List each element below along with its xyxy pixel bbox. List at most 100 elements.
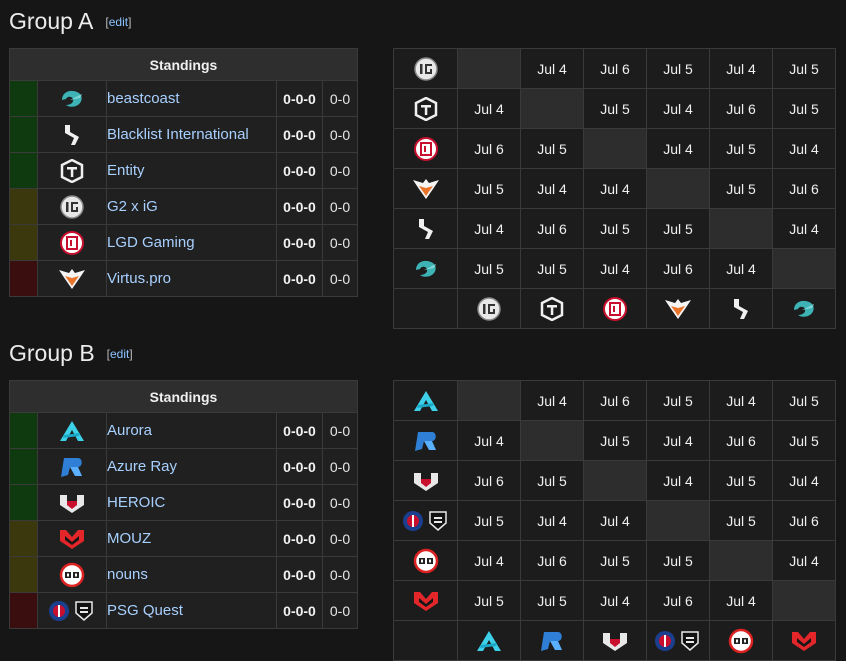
match-date-cell: Jul 5 bbox=[583, 420, 647, 461]
matrix-diagonal-cell bbox=[520, 88, 584, 129]
group-a-heading: Group A [edit] bbox=[9, 8, 132, 34]
match-date-cell: Jul 4 bbox=[457, 208, 521, 249]
team-record: 0-0-0 bbox=[276, 224, 323, 261]
team-score: 0-0 bbox=[322, 412, 358, 449]
team-link[interactable]: PSG Quest bbox=[107, 602, 183, 619]
team-link[interactable]: MOUZ bbox=[107, 530, 152, 547]
match-date-cell: Jul 4 bbox=[709, 48, 773, 89]
matrix-row: Jul 5 Jul 4 Jul 4 Jul 5 Jul 6 bbox=[393, 500, 836, 541]
g2-ig-logo-icon bbox=[59, 194, 85, 220]
standings-row: HEROIC 0-0-0 0-0 bbox=[9, 484, 358, 521]
mouz-logo-icon bbox=[412, 589, 440, 613]
match-date-cell: Jul 5 bbox=[709, 128, 773, 169]
team-link[interactable]: Azure Ray bbox=[107, 458, 178, 475]
team-link[interactable]: G2 x iG bbox=[107, 198, 158, 215]
match-date-cell: Jul 4 bbox=[520, 380, 584, 421]
matrix-row: Jul 4 Jul 6 Jul 5 Jul 5 Jul 4 bbox=[393, 540, 836, 581]
matrix-diagonal-cell bbox=[457, 380, 521, 421]
nouns-logo-icon bbox=[728, 628, 754, 654]
team-link[interactable]: Virtus.pro bbox=[107, 270, 171, 287]
matrix-row: Jul 5 Jul 5 Jul 4 Jul 6 Jul 4 bbox=[393, 248, 836, 289]
matrix-diagonal-cell bbox=[646, 168, 710, 209]
match-date-cell: Jul 4 bbox=[646, 128, 710, 169]
match-date-cell: Jul 4 bbox=[772, 128, 836, 169]
lgd-logo-icon bbox=[602, 296, 628, 322]
nouns-logo-icon bbox=[59, 562, 85, 588]
match-date-cell: Jul 5 bbox=[583, 208, 647, 249]
standings-row: Virtus.pro 0-0-0 0-0 bbox=[9, 260, 358, 297]
match-date-cell: Jul 6 bbox=[520, 540, 584, 581]
standings-row: PSG Quest 0-0-0 0-0 bbox=[9, 592, 358, 629]
matrix-row: Jul 5 Jul 5 Jul 4 Jul 6 Jul 4 bbox=[393, 580, 836, 621]
team-record: 0-0-0 bbox=[276, 152, 323, 189]
mouz-logo-icon bbox=[58, 527, 86, 551]
matrix-diagonal-cell bbox=[583, 128, 647, 169]
group-a-edit-link[interactable]: edit bbox=[108, 15, 129, 29]
match-date-cell: Jul 6 bbox=[709, 420, 773, 461]
standings-row: Azure Ray 0-0-0 0-0 bbox=[9, 448, 358, 485]
match-date-cell: Jul 4 bbox=[520, 168, 584, 209]
match-date-cell: Jul 5 bbox=[520, 128, 584, 169]
psg-quest-logo-icon bbox=[48, 599, 96, 623]
team-link[interactable]: Entity bbox=[107, 162, 145, 179]
team-record: 0-0-0 bbox=[276, 484, 323, 521]
match-date-cell: Jul 4 bbox=[772, 208, 836, 249]
matrix-diagonal-cell bbox=[646, 500, 710, 541]
match-date-cell: Jul 4 bbox=[583, 248, 647, 289]
aurora-logo-icon bbox=[58, 419, 86, 443]
nouns-logo-icon bbox=[413, 548, 439, 574]
match-date-cell: Jul 6 bbox=[709, 88, 773, 129]
status-color-cell bbox=[9, 556, 38, 593]
standings-header: Standings bbox=[9, 380, 358, 413]
entity-logo-icon bbox=[60, 158, 84, 183]
standings-row: beastcoast 0-0-0 0-0 bbox=[9, 80, 358, 117]
mouz-logo-icon bbox=[790, 629, 818, 653]
match-date-cell: Jul 5 bbox=[772, 88, 836, 129]
match-date-cell: Jul 5 bbox=[646, 208, 710, 249]
matrix-diagonal-cell bbox=[583, 460, 647, 501]
matrix-row: Jul 4 Jul 5 Jul 4 Jul 6 Jul 5 bbox=[393, 420, 836, 461]
match-date-cell: Jul 4 bbox=[520, 500, 584, 541]
team-link[interactable]: LGD Gaming bbox=[107, 234, 195, 251]
azure-ray-logo-icon bbox=[412, 429, 440, 453]
team-score: 0-0 bbox=[322, 260, 358, 297]
match-date-cell: Jul 5 bbox=[646, 540, 710, 581]
status-color-cell bbox=[9, 80, 38, 117]
team-record: 0-0-0 bbox=[276, 448, 323, 485]
team-link[interactable]: nouns bbox=[107, 566, 148, 583]
match-date-cell: Jul 6 bbox=[520, 208, 584, 249]
matrix-diagonal-cell bbox=[520, 420, 584, 461]
match-date-cell: Jul 4 bbox=[646, 88, 710, 129]
group-b-heading: Group B [edit] bbox=[9, 340, 133, 366]
matrix-row: Jul 6 Jul 5 Jul 4 Jul 5 Jul 4 bbox=[393, 460, 836, 501]
match-date-cell: Jul 5 bbox=[457, 168, 521, 209]
standings-row: Aurora 0-0-0 0-0 bbox=[9, 412, 358, 449]
matrix-diagonal-cell bbox=[457, 48, 521, 89]
team-link[interactable]: Aurora bbox=[107, 422, 153, 439]
g2-ig-logo-icon bbox=[413, 56, 439, 82]
matrix-row: Jul 6 Jul 5 Jul 4 Jul 5 Jul 4 bbox=[393, 128, 836, 169]
status-color-cell bbox=[9, 116, 38, 153]
match-date-cell: Jul 4 bbox=[709, 248, 773, 289]
team-score: 0-0 bbox=[322, 116, 358, 153]
team-score: 0-0 bbox=[322, 556, 358, 593]
team-record: 0-0-0 bbox=[276, 556, 323, 593]
match-date-cell: Jul 6 bbox=[646, 580, 710, 621]
standings-header: Standings bbox=[9, 48, 358, 81]
match-date-cell: Jul 6 bbox=[772, 500, 836, 541]
team-link[interactable]: Blacklist International bbox=[107, 126, 249, 143]
g2-ig-logo-icon bbox=[476, 296, 502, 322]
team-link[interactable]: beastcoast bbox=[107, 90, 180, 107]
match-date-cell: Jul 4 bbox=[457, 540, 521, 581]
match-date-cell: Jul 4 bbox=[520, 48, 584, 89]
matrix-row: Jul 4 Jul 6 Jul 5 Jul 5 Jul 4 bbox=[393, 208, 836, 249]
team-link[interactable]: HEROIC bbox=[107, 494, 166, 511]
match-date-cell: Jul 4 bbox=[772, 540, 836, 581]
status-color-cell bbox=[9, 260, 38, 297]
standings-row: nouns 0-0-0 0-0 bbox=[9, 556, 358, 593]
group-a-schedule-matrix: Jul 4 Jul 6 Jul 5 Jul 4 Jul 5 Jul 4 Jul … bbox=[393, 48, 836, 329]
aurora-logo-icon bbox=[412, 389, 440, 413]
group-b-edit-link[interactable]: edit bbox=[110, 347, 130, 361]
match-date-cell: Jul 5 bbox=[772, 420, 836, 461]
matrix-row: Jul 5 Jul 4 Jul 4 Jul 5 Jul 6 bbox=[393, 168, 836, 209]
